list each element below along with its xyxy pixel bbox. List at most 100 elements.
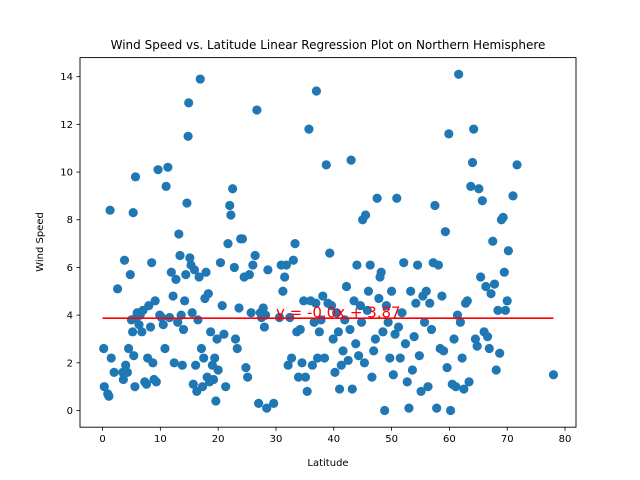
points-layer [99,69,559,416]
data-point [150,296,160,306]
data-point [433,260,444,270]
y-tick-label: 2 [67,358,73,369]
data-point [346,155,356,165]
data-point [141,379,152,389]
data-point [430,200,440,211]
x-tick-label: 30 [270,434,283,445]
data-point [352,260,362,270]
data-point [104,391,114,401]
data-point [413,260,423,270]
data-point [362,305,372,315]
data-point [388,370,398,380]
data-point [326,300,337,311]
data-point [259,322,270,332]
data-point [250,250,260,261]
data-point [328,334,338,344]
y-tick-label: 10 [60,168,73,179]
data-point [137,327,147,337]
data-point [211,396,221,406]
data-point [425,298,435,308]
data-point [444,129,454,139]
data-point [454,69,464,79]
data-point [144,300,154,311]
data-point [223,238,233,249]
data-point [363,286,374,296]
data-point [212,334,222,344]
data-point [421,286,431,296]
data-point [502,296,512,306]
data-point [183,131,193,141]
data-point [466,181,476,191]
data-point [309,317,319,327]
data-point [500,305,511,315]
data-point [181,269,191,280]
data-point [360,210,371,220]
data-point [508,191,518,201]
x-tick-label: 20 [212,434,225,445]
data-point [169,358,179,368]
data-point [318,291,328,301]
x-axis-title: Latitude [307,458,348,469]
regression-equation: y = -0.0x + 3.87 [276,304,401,322]
data-point [147,258,157,268]
data-point [488,236,498,246]
data-point [299,296,309,306]
data-point [336,360,346,370]
data-point [177,360,187,370]
x-tick-label: 70 [501,434,514,445]
data-point [128,327,138,337]
data-point [455,317,465,327]
data-point [199,353,209,363]
data-point [356,317,367,327]
data-point [464,377,474,387]
data-point [491,365,501,375]
data-point [462,296,472,306]
data-point [248,260,258,270]
x-tick-label: 60 [443,434,456,445]
data-point [372,193,382,203]
data-point [262,403,272,413]
data-point [457,353,467,363]
data-point [193,315,203,325]
data-point [269,398,279,408]
data-point [297,358,307,368]
data-point [439,346,449,356]
x-tick-label: 40 [327,434,340,445]
data-point [283,360,293,370]
data-point [178,324,189,335]
data-point [493,305,503,315]
data-point [295,324,305,335]
data-point [370,334,381,344]
data-point [189,265,200,275]
data-point [467,157,478,168]
data-point [503,246,513,256]
data-point [173,317,183,327]
data-point [230,334,241,344]
data-point [175,250,185,261]
data-point [332,308,342,318]
data-point [160,343,170,354]
data-point [203,289,213,299]
data-point [145,322,156,332]
data-point [166,267,176,277]
data-point [512,160,522,170]
data-point [459,384,469,394]
data-point [369,346,379,356]
data-point [499,267,509,277]
data-point [404,403,414,413]
data-point [105,205,115,215]
data-point [121,360,131,370]
y-axis: 0 2 4 6 8 10 12 14 [60,72,80,417]
data-point [406,286,416,296]
data-point [191,360,201,370]
data-point [174,229,184,239]
data-point [355,300,365,311]
data-point [258,303,268,313]
data-point [130,382,140,392]
y-tick-label: 6 [67,263,73,274]
data-point [386,286,397,296]
data-point [409,331,419,342]
data-point [314,327,324,337]
data-point [197,382,208,392]
